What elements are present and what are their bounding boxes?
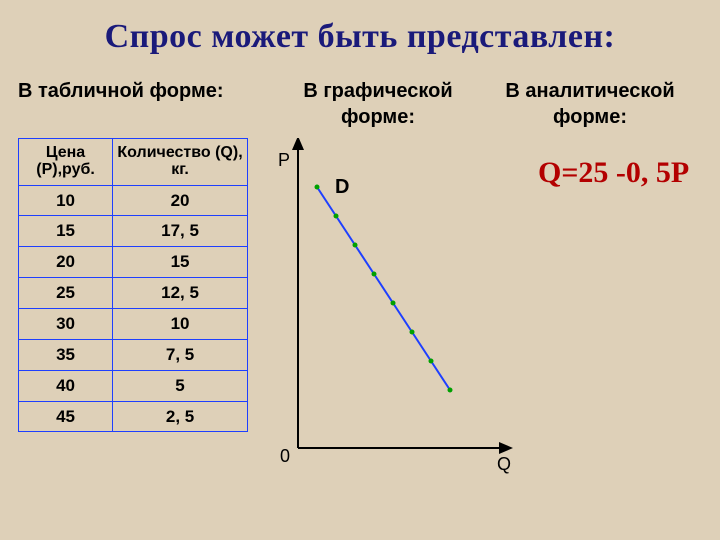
page-title: Спрос может быть представлен:: [0, 0, 720, 56]
table-row: 357, 5: [19, 339, 248, 370]
cell-qty: 15: [113, 247, 248, 278]
cell-price: 35: [19, 339, 113, 370]
demand-chart: P Q 0 D: [268, 138, 518, 478]
subtitle-analytical: В аналитической форме:: [478, 78, 702, 130]
table-row: 3010: [19, 308, 248, 339]
table-header-row: Цена (Р),руб. Количество (Q), кг.: [19, 139, 248, 186]
cell-qty: 10: [113, 308, 248, 339]
content-row: Цена (Р),руб. Количество (Q), кг. 102015…: [0, 138, 720, 478]
subtitle-graphical: В графической форме:: [278, 78, 478, 130]
cell-qty: 5: [113, 370, 248, 401]
table-row: 2015: [19, 247, 248, 278]
chart-svg: P Q 0 D: [268, 138, 518, 478]
col-header-qty: Количество (Q), кг.: [113, 139, 248, 186]
col-header-price: Цена (Р),руб.: [19, 139, 113, 186]
svg-text:P: P: [278, 150, 290, 170]
cell-qty: 17, 5: [113, 216, 248, 247]
table-row: 1517, 5: [19, 216, 248, 247]
cell-qty: 7, 5: [113, 339, 248, 370]
subtitle-graphical-l1: В графической: [303, 80, 452, 102]
cell-price: 20: [19, 247, 113, 278]
cell-qty: 12, 5: [113, 278, 248, 309]
cell-qty: 2, 5: [113, 401, 248, 432]
cell-qty: 20: [113, 185, 248, 216]
subtitle-graphical-l2: форме:: [341, 106, 415, 128]
table-row: 405: [19, 370, 248, 401]
table-row: 452, 5: [19, 401, 248, 432]
table-row: 1020: [19, 185, 248, 216]
cell-price: 25: [19, 278, 113, 309]
cell-price: 10: [19, 185, 113, 216]
table-row: 2512, 5: [19, 278, 248, 309]
subtitle-row: В табличной форме: В графической форме: …: [0, 78, 720, 130]
svg-text:0: 0: [280, 446, 290, 466]
svg-text:D: D: [335, 176, 349, 198]
subtitle-analytical-l2: форме:: [553, 106, 627, 128]
subtitle-analytical-l1: В аналитической: [505, 80, 674, 102]
demand-formula: Q=25 -0, 5Р: [538, 156, 689, 190]
demand-table: Цена (Р),руб. Количество (Q), кг. 102015…: [18, 138, 248, 432]
cell-price: 30: [19, 308, 113, 339]
svg-text:Q: Q: [497, 454, 511, 474]
cell-price: 40: [19, 370, 113, 401]
cell-price: 45: [19, 401, 113, 432]
cell-price: 15: [19, 216, 113, 247]
subtitle-tabular: В табличной форме:: [18, 78, 278, 130]
